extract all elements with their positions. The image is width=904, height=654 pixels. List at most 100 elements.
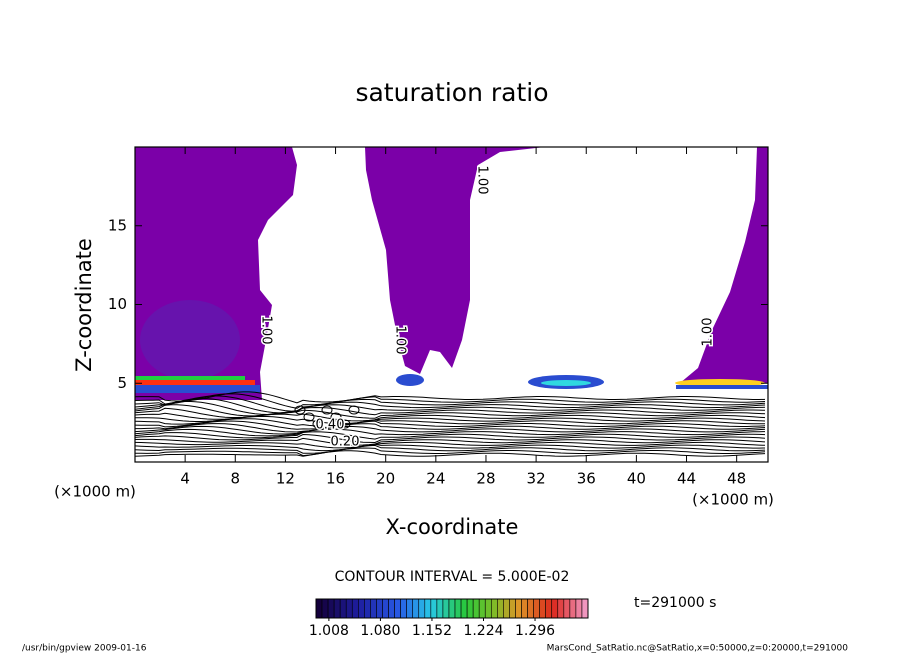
supersaturated-patches [135, 300, 768, 393]
contour-line [135, 415, 766, 425]
colorbar-step [430, 598, 438, 619]
colorbar-tick-label: 1.080 [360, 623, 400, 639]
colorbar-step [315, 598, 323, 619]
contour-line [294, 405, 306, 415]
saturated-region [680, 147, 768, 383]
colorbar-step [497, 598, 504, 619]
x-tick-label: 40 [627, 470, 646, 488]
x-unit-label: (×1000 m) [54, 483, 136, 501]
colorbar-step [545, 598, 553, 619]
contour-line [134, 433, 766, 444]
colorbar-step [515, 598, 522, 619]
x-tick-label: 28 [476, 470, 495, 488]
y-axis-label: Z-coordinate [72, 238, 96, 372]
colorbar-tick-label: 1.224 [463, 623, 503, 639]
saturated-region [365, 147, 545, 374]
colorbar-step [376, 598, 383, 619]
colorbar-step [509, 598, 516, 619]
colorbar-step [551, 598, 559, 619]
x-tick-label: 36 [577, 470, 596, 488]
contour-line [134, 428, 766, 437]
x-tick-label: 12 [276, 470, 295, 488]
colorbar: 1.008 1.080 1.152 1.224 1.296 [309, 598, 589, 639]
contour-line [134, 447, 766, 457]
contour-line [134, 400, 766, 416]
contour-line [321, 405, 333, 415]
colorbar-step [557, 598, 565, 619]
contour-label: 1.00 [259, 316, 274, 345]
colorbar-step [400, 598, 407, 619]
colorbar-step [388, 598, 395, 619]
footer-right: MarsCond_SatRatio.nc@SatRatio,x=0:50000,… [547, 644, 849, 654]
contour-label: 1.00 [393, 326, 408, 355]
colorbar-step [563, 598, 571, 619]
contour-line [312, 419, 324, 429]
contour-line [134, 437, 766, 446]
plot-area: 1.00 1.00 1.00 1.00 0.20 0.40 [134, 146, 769, 463]
colorbar-step [339, 598, 347, 619]
contour-lines [134, 391, 766, 457]
colorbar-tick-label: 1.008 [309, 623, 349, 639]
contour-line [134, 420, 766, 430]
footer-left: /usr/bin/gpview 2009-01-16 [22, 644, 147, 654]
x-tick-label: 20 [376, 470, 395, 488]
contour-line [348, 405, 360, 415]
x-tick-label: 16 [326, 470, 345, 488]
colorbar-step [503, 598, 510, 619]
contour-line [134, 441, 766, 449]
colorbar-step [575, 598, 583, 619]
contour-line [135, 423, 766, 433]
contour-interval: CONTOUR INTERVAL = 5.000E-02 [335, 569, 570, 585]
x-tick-label: 32 [527, 470, 546, 488]
contour-line [134, 431, 766, 440]
colorbar-step [406, 598, 414, 619]
contour-label: 0.40 [316, 418, 345, 433]
x-tick-label: 44 [677, 470, 696, 488]
colorbar-step [533, 598, 540, 619]
colorbar-step [539, 598, 546, 619]
contour-line [134, 443, 766, 452]
contour-label: 0.20 [331, 435, 360, 450]
colorbar-step [321, 598, 329, 619]
chart-title: saturation ratio [355, 78, 548, 107]
colorbar-step [436, 598, 444, 619]
contour-label: 1.00 [475, 166, 490, 195]
contour-line [134, 391, 766, 404]
colorbar-frame [315, 598, 589, 619]
colorbar-step [418, 598, 426, 619]
contour-line [303, 412, 315, 422]
contour-line [134, 393, 766, 409]
colorbar-step [382, 598, 389, 619]
y-tick-label: 5 [117, 374, 127, 392]
colorbar-step [358, 598, 365, 619]
colorbar-step [345, 598, 353, 619]
colorbar-step [442, 598, 450, 619]
contour-line [134, 418, 766, 427]
contour-line [134, 404, 766, 417]
colorbar-step [333, 598, 341, 619]
colorbar-step [569, 598, 577, 619]
contour-line [134, 425, 766, 435]
colorbar-step [484, 598, 492, 619]
colorbar-step [412, 598, 420, 619]
y-tick-label: 15 [108, 216, 127, 234]
x-tick-label: 24 [426, 470, 445, 488]
colorbar-tick-label: 1.152 [412, 623, 452, 639]
colorbar-step [364, 598, 371, 619]
colorbar-step [327, 598, 335, 619]
contour-line [134, 444, 766, 454]
colorbar-step [454, 598, 462, 619]
time-label: t=291000 s [634, 595, 716, 611]
colorbar-step [370, 598, 377, 619]
contour-line [134, 397, 766, 414]
contour-line [134, 450, 766, 457]
x-tick-label: 48 [727, 470, 746, 488]
y-tick-label: 10 [108, 295, 127, 313]
colorbar-step [351, 598, 359, 619]
colorbar-step [448, 598, 456, 619]
colorbar-step [394, 598, 401, 619]
x-tick-label: 8 [231, 470, 241, 488]
contour-label: 1.00 [701, 318, 716, 347]
colorbar-step [424, 598, 432, 619]
